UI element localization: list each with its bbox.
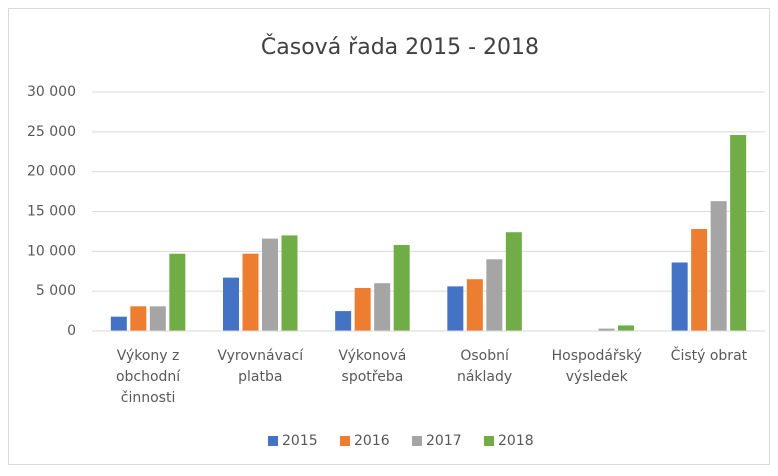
- bar: [354, 287, 371, 331]
- chart-frame: [8, 8, 770, 465]
- bar: [223, 277, 239, 331]
- x-tick-label: Osobní náklady: [457, 348, 512, 385]
- x-tick-label: Výkony z obchodní činnosti: [116, 348, 181, 406]
- y-tick-label: 0: [67, 323, 76, 339]
- legend-swatch: [268, 436, 278, 446]
- bar: [730, 135, 747, 331]
- bar: [447, 286, 464, 331]
- bar: [710, 201, 727, 331]
- x-tick-label: Čistý obrat: [671, 346, 748, 364]
- legend-label: 2017: [426, 433, 462, 449]
- legend-label: 2018: [498, 433, 534, 449]
- bar: [618, 325, 634, 331]
- legend-swatch: [412, 436, 422, 446]
- bar: [393, 244, 410, 331]
- bar: [335, 311, 352, 331]
- legend-label: 2016: [354, 433, 390, 449]
- bar: [505, 232, 522, 331]
- y-tick-label: 30 000: [27, 84, 76, 100]
- bar: [149, 306, 166, 331]
- legend-label: 2015: [282, 433, 318, 449]
- bar: [262, 238, 278, 331]
- bar: [169, 253, 186, 331]
- y-tick-label: 10 000: [27, 243, 76, 259]
- chart-title: Časová řada 2015 - 2018: [261, 34, 539, 60]
- bar: [242, 253, 259, 331]
- legend-swatch: [484, 436, 494, 446]
- bar: [486, 259, 503, 331]
- bar: [671, 262, 688, 331]
- bar: [110, 316, 127, 331]
- x-tick-label: Výkonová spotřeba: [338, 348, 406, 385]
- bar: [130, 306, 147, 331]
- x-tick-label: Hospodářský výsledek: [552, 348, 642, 385]
- y-tick-label: 25 000: [27, 124, 76, 140]
- y-tick-label: 15 000: [27, 204, 76, 220]
- x-tick-label: Vyrovnávací platba: [217, 348, 304, 385]
- legend-swatch: [340, 436, 350, 446]
- bar: [598, 328, 615, 331]
- y-tick-label: 20 000: [27, 164, 76, 180]
- y-tick-label: 5 000: [36, 283, 76, 299]
- bar: [281, 235, 298, 331]
- bar: [466, 279, 483, 331]
- bar: [374, 283, 391, 331]
- bar: [691, 229, 708, 331]
